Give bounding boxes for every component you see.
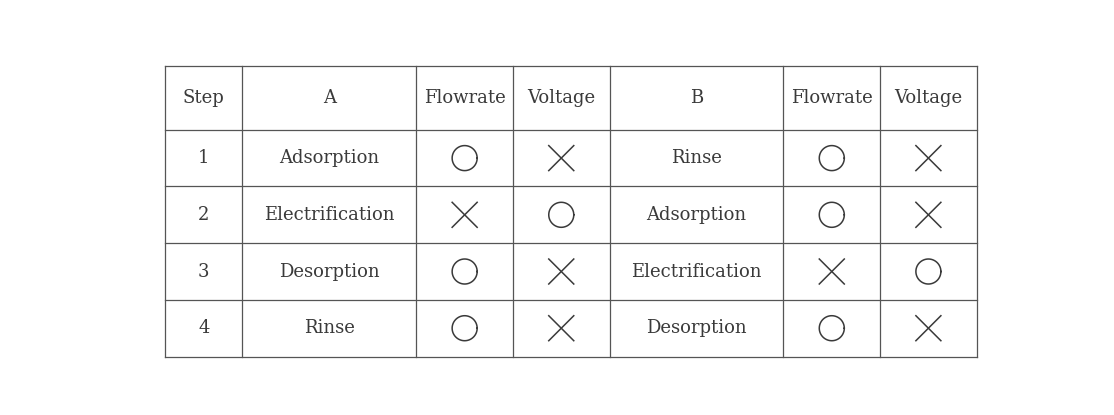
Text: A: A	[323, 89, 336, 107]
Text: Desorption: Desorption	[646, 319, 746, 337]
Text: Flowrate: Flowrate	[423, 89, 506, 107]
Text: Adsorption: Adsorption	[646, 206, 746, 224]
Text: 3: 3	[198, 263, 209, 281]
Text: Adsorption: Adsorption	[280, 149, 380, 167]
Text: Rinse: Rinse	[304, 319, 355, 337]
Text: 1: 1	[198, 149, 209, 167]
Text: Flowrate: Flowrate	[791, 89, 872, 107]
Text: Voltage: Voltage	[527, 89, 595, 107]
Text: Desorption: Desorption	[280, 263, 380, 281]
Text: B: B	[690, 89, 703, 107]
Text: 4: 4	[198, 319, 209, 337]
Text: Step: Step	[183, 89, 225, 107]
Text: 2: 2	[198, 206, 209, 224]
Text: Voltage: Voltage	[895, 89, 962, 107]
Text: Electrification: Electrification	[632, 263, 762, 281]
Text: Electrification: Electrification	[264, 206, 394, 224]
Text: Rinse: Rinse	[671, 149, 722, 167]
